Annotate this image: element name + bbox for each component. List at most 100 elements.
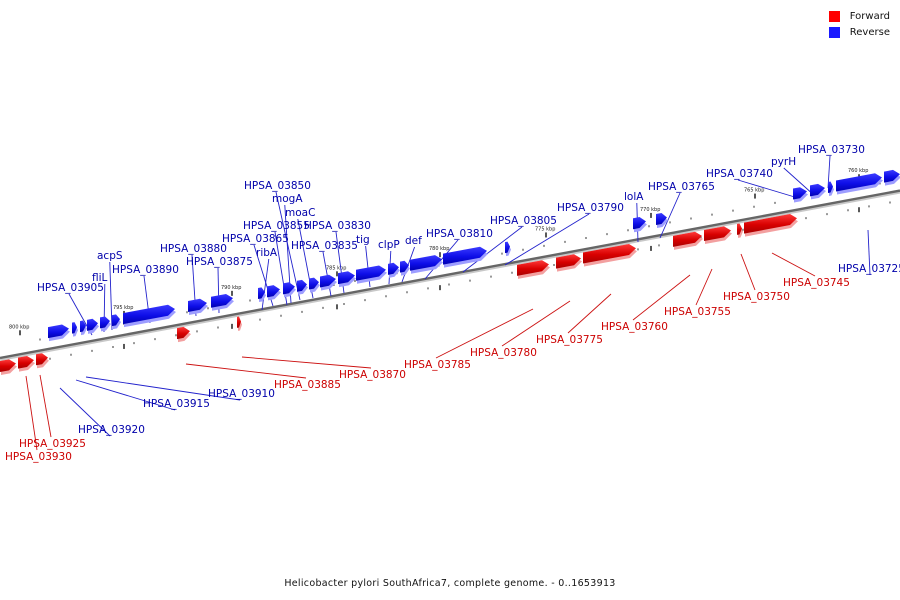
reverse-gene-arrow — [793, 187, 807, 200]
reverse-gene-arrow — [810, 183, 825, 197]
gene-label: HPSA_03850 — [244, 180, 311, 192]
gene-label: HPSA_03805 — [490, 215, 557, 227]
gene-label: HPSA_03760 — [601, 321, 668, 333]
gene-label: HPSA_03745 — [783, 277, 850, 289]
gene-label: HPSA_03885 — [274, 379, 341, 391]
gene-label: moaC — [285, 207, 315, 219]
reverse-gene-arrow — [123, 304, 175, 325]
reverse-gene-arrow — [297, 279, 307, 292]
reverse-swatch — [828, 26, 840, 38]
tick-label: 780 kbp — [429, 246, 449, 252]
reverse-gene-arrow — [309, 277, 319, 290]
gene-label: HPSA_03740 — [706, 168, 773, 180]
gene-label: HPSA_03780 — [470, 347, 537, 359]
leader-line — [241, 356, 372, 369]
leader-line — [567, 293, 612, 334]
tick-label: 765 kbp — [744, 188, 764, 194]
leader-line — [783, 167, 816, 197]
gene-label: mogA — [272, 193, 303, 205]
gene-label: HPSA_03725 — [838, 263, 900, 275]
leader-line — [85, 376, 241, 401]
reverse-gene-arrow — [356, 265, 386, 281]
gene-label: HPSA_03915 — [143, 398, 210, 410]
reverse-gene-arrow — [211, 293, 233, 308]
leader-line — [435, 308, 534, 359]
gene-label: HPSA_03835 — [291, 240, 358, 252]
gene-label: HPSA_03765 — [648, 181, 715, 193]
reverse-gene-arrow — [400, 260, 409, 273]
gene-label: HPSA_03830 — [304, 220, 371, 232]
tick-label: 785 kbp — [326, 265, 346, 271]
reverse-gene-arrow — [410, 255, 442, 271]
gene-label: HPSA_03920 — [78, 424, 145, 436]
reverse-gene-arrow — [884, 169, 900, 183]
gene-label: acpS — [97, 250, 123, 262]
leader-line — [462, 226, 523, 273]
leader-line — [401, 246, 416, 283]
leader-line — [659, 192, 681, 239]
tick-label: 770 kbp — [640, 207, 660, 213]
leader-line — [632, 274, 691, 321]
reverse-gene-arrow — [836, 173, 882, 192]
gene-label: HPSA_03855 — [243, 220, 310, 232]
reverse-gene-arrow — [87, 318, 98, 331]
gene-label: HPSA_03925 — [19, 438, 86, 450]
legend: Forward Reverse — [828, 8, 890, 40]
reverse-gene-arrow — [48, 324, 69, 339]
gene-label: HPSA_03875 — [186, 256, 253, 268]
forward-gene-arrow — [237, 316, 241, 328]
forward-gene-arrow — [517, 260, 549, 276]
leader-line — [501, 300, 571, 347]
leader-line — [695, 268, 713, 306]
reverse-gene-arrow — [828, 181, 833, 193]
forward-gene-arrow — [36, 353, 48, 366]
gene-label: pyrH — [771, 156, 796, 168]
forward-gene-arrow — [673, 231, 702, 247]
gene-label: HPSA_03775 — [536, 334, 603, 346]
leader-line — [25, 375, 38, 451]
gene-label: clpP — [378, 239, 400, 251]
gene-label: HPSA_03905 — [37, 282, 104, 294]
tick-label: 800 kbp — [9, 324, 29, 330]
reverse-gene-arrow — [258, 287, 265, 300]
forward-gene-arrow — [177, 326, 190, 340]
gene-label: HPSA_03910 — [208, 388, 275, 400]
reverse-gene-arrow — [656, 212, 667, 225]
legend-item-forward: Forward — [828, 8, 890, 24]
genome-backbone — [0, 189, 900, 360]
reverse-gene-arrow — [633, 217, 646, 230]
leader-line — [275, 191, 301, 301]
legend-label-forward: Forward — [849, 10, 890, 22]
gene-label: HPSA_03730 — [798, 144, 865, 156]
legend-label-reverse: Reverse — [849, 26, 890, 38]
tick-label: 795 kbp — [113, 305, 133, 311]
reverse-gene-arrow — [267, 285, 280, 298]
gene-label: ribA — [256, 247, 278, 259]
gene-label: fliL — [92, 272, 108, 284]
tick-label: 790 kbp — [221, 285, 241, 291]
leader-line — [740, 253, 756, 291]
reverse-gene-arrow — [100, 316, 110, 329]
forward-gene-arrow — [744, 214, 797, 234]
reverse-gene-arrow — [338, 271, 355, 285]
gene-label: def — [405, 235, 422, 247]
reverse-gene-arrow — [112, 314, 120, 327]
reverse-gene-arrow — [283, 282, 295, 295]
tick-label: 760 kbp — [848, 168, 868, 174]
leader-line — [75, 379, 176, 411]
forward-gene-arrow — [18, 355, 34, 369]
reverse-gene-arrow — [188, 298, 207, 313]
gene-label: HPSA_03870 — [339, 369, 406, 381]
leader-line — [185, 363, 307, 379]
leader-line — [867, 229, 871, 276]
gene-label: HPSA_03930 — [5, 451, 72, 463]
forward-gene-arrow — [704, 226, 731, 242]
gene-label: tig — [356, 234, 370, 246]
leader-line — [59, 387, 111, 437]
tick-label: 775 kbp — [535, 226, 555, 232]
forward-gene-arrow — [556, 254, 581, 269]
backbone-shadow — [0, 190, 900, 361]
gene-label: HPSA_03810 — [426, 228, 493, 240]
gene-label: HPSA_03785 — [404, 359, 471, 371]
